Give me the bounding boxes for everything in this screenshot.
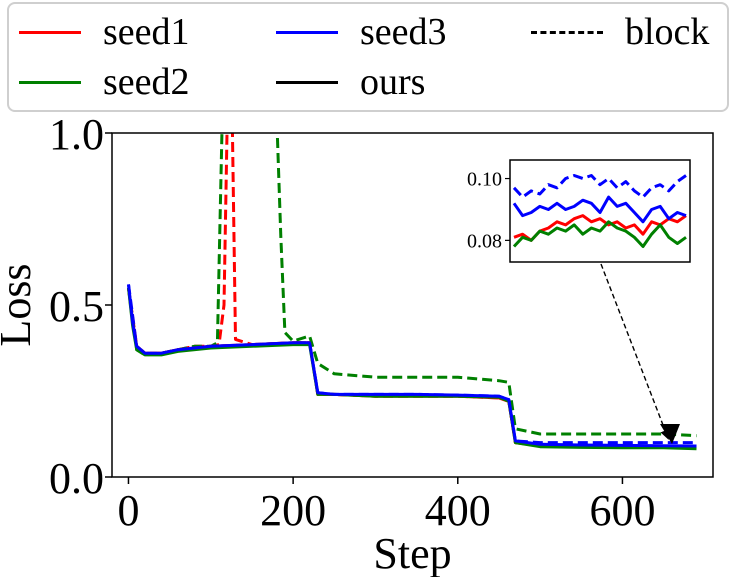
x-tick-label-200: 200 <box>260 486 326 535</box>
legend-item-ours: ours <box>276 62 425 102</box>
x-tick-label-0: 0 <box>117 486 139 535</box>
series-line-seed2-block <box>127 133 697 438</box>
x-tick-label-600: 600 <box>589 486 655 535</box>
y-tick-label-1: 0.5 <box>49 282 104 331</box>
inset-line-seed3 <box>512 195 687 224</box>
legend-swatch-seed2 <box>19 80 81 84</box>
inset-y-tick-label-1: 0.10 <box>467 169 502 191</box>
inset-line-seed2 <box>512 220 687 248</box>
legend-label-seed3: seed3 <box>360 11 447 53</box>
y-tick-label-2: 1.0 <box>49 110 104 159</box>
legend-item-block: block <box>531 12 709 52</box>
series-line-seed3-block <box>127 284 697 445</box>
series-line-seed2 <box>127 287 697 451</box>
legend-label-ours: ours <box>360 61 426 103</box>
series-line-seed3 <box>127 284 697 448</box>
inset-series-group <box>512 174 687 248</box>
legend-item-seed3: seed3 <box>276 12 447 52</box>
plot-series-group <box>127 133 697 451</box>
inset-line-seed1 <box>513 214 687 242</box>
inset-line-seed3-block <box>512 174 687 199</box>
x-tick-label-400: 400 <box>425 486 491 535</box>
y-axis-label: Loss <box>0 263 40 346</box>
series-line-seed1 <box>127 287 697 449</box>
legend-swatch-block <box>531 30 603 34</box>
inset-pointer-arrowhead <box>660 424 680 444</box>
inset-pointer-arrow <box>600 263 670 440</box>
legend-label-block: block <box>625 11 710 53</box>
legend-label-seed1: seed1 <box>103 11 190 53</box>
legend-swatch-seed1 <box>19 30 81 34</box>
legend-swatch-seed3 <box>276 30 338 34</box>
y-tick-label-0: 0.0 <box>49 454 104 503</box>
inset-y-tick-label-0: 0.08 <box>467 230 502 252</box>
legend-item-seed2: seed2 <box>19 62 190 102</box>
x-axis-label: Step <box>373 529 451 577</box>
legend-label-seed2: seed2 <box>103 61 190 103</box>
legend: seed1 seed3 block seed2 ours <box>7 2 729 112</box>
inset-frame <box>509 159 691 263</box>
legend-swatch-ours <box>276 80 338 84</box>
legend-item-seed1: seed1 <box>19 12 190 52</box>
